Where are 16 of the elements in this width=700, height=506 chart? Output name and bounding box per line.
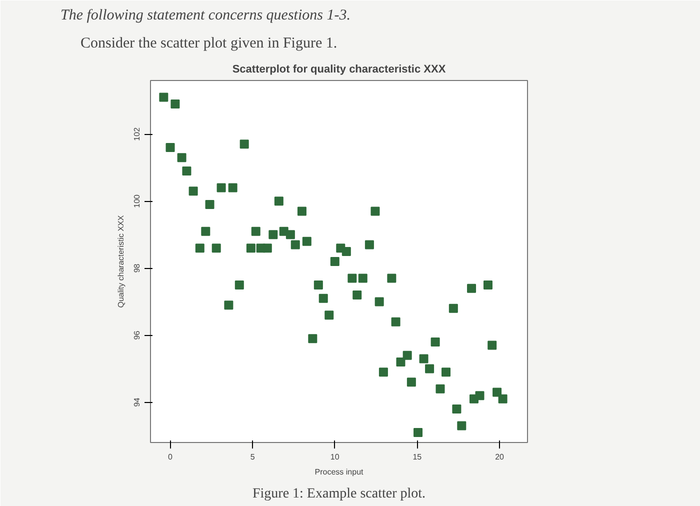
x-tick-label: 20 [495,452,505,462]
chart-title: Scatterplot for quality characteristic XXX [232,64,446,76]
text: Consider the scatter plot given in Figure 1. [80,36,338,52]
y-tick-label: 102 [132,126,142,141]
y-tick-label: 96 [132,330,142,340]
x-axis-title: Process input [314,468,364,476]
x-tick-label: 10 [330,452,340,462]
caption: Figure 1: Example scatter plot. [252,486,426,502]
x-tick-label: 15 [412,452,422,462]
y-tick-label: 94 [132,397,142,407]
y-axis-title: Quality characteristic XXX [116,214,126,308]
x-tick-label: 5 [250,452,256,462]
y-tick-label: 100 [132,194,142,208]
y-tick-label: 98 [132,263,142,273]
x-tick-label: 0 [168,452,174,462]
text: The following statement concerns questions 1-3. [60,8,350,24]
